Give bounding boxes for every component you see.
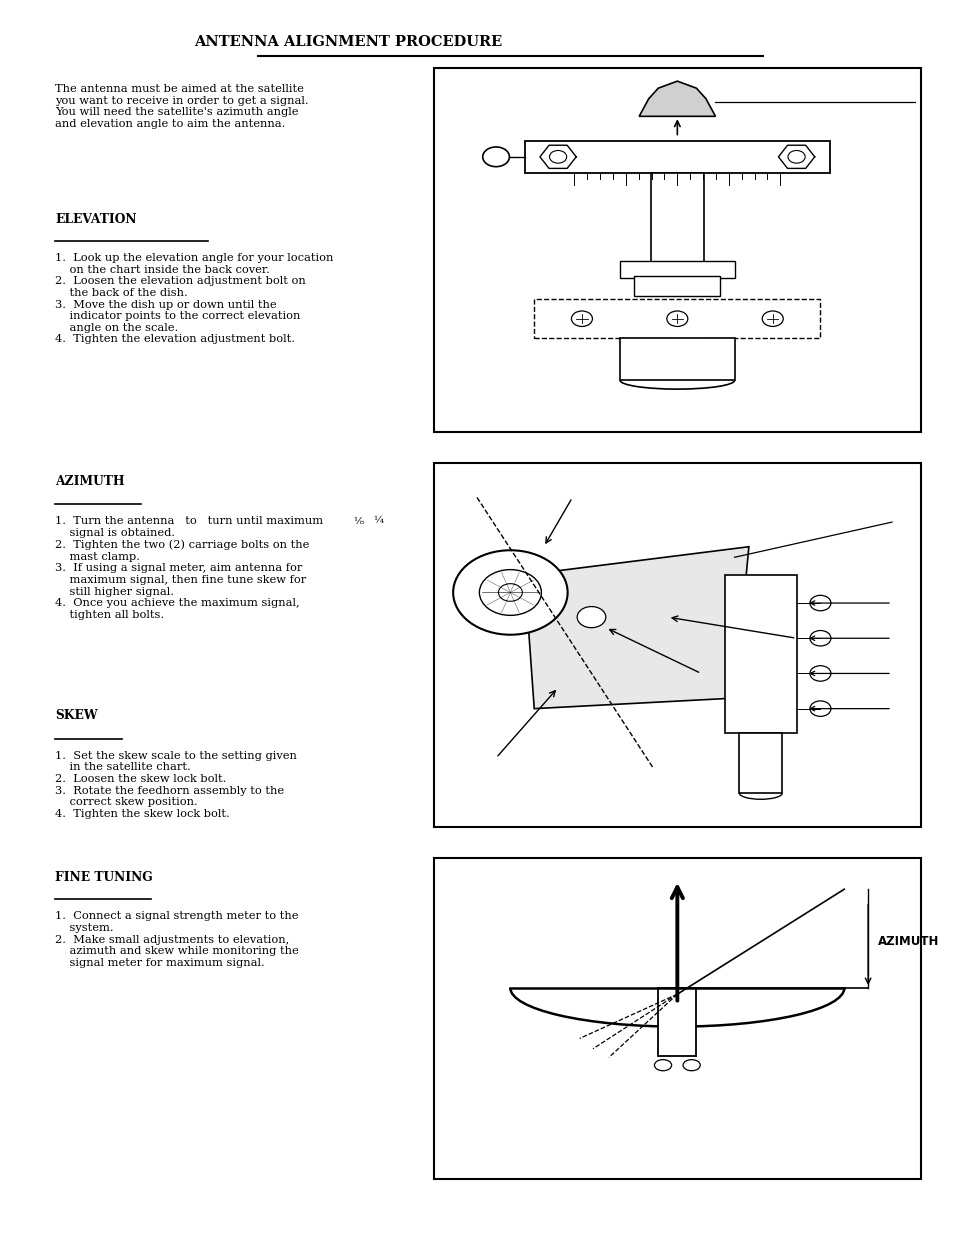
Circle shape [809,666,830,682]
Circle shape [549,151,566,163]
Bar [524,141,829,173]
Polygon shape [639,82,715,116]
Text: ANTENNA ALIGNMENT PROCEDURE: ANTENNA ALIGNMENT PROCEDURE [193,36,502,49]
Bar [619,261,734,278]
Circle shape [809,631,830,646]
Text: ELEVATION: ELEVATION [55,212,136,226]
Text: SKEW: SKEW [55,709,98,722]
Text: ¼: ¼ [373,516,382,526]
Circle shape [666,311,687,326]
Bar [434,858,920,1179]
Circle shape [497,584,522,601]
Circle shape [787,151,804,163]
Text: AZIMUTH: AZIMUTH [55,474,125,488]
Text: The antenna must be aimed at the satellite
you want to receive in order to get a: The antenna must be aimed at the satelli… [55,84,309,128]
Bar [658,988,696,1056]
Bar [650,173,702,268]
Circle shape [809,595,830,611]
Circle shape [571,311,592,326]
Text: ⅛: ⅛ [354,516,363,526]
Circle shape [761,311,782,326]
Circle shape [809,701,830,716]
Bar [724,574,796,734]
Circle shape [682,1060,700,1071]
Text: AZIMUTH: AZIMUTH [877,935,938,948]
Text: 1.  Set the skew scale to the setting given
    in the satellite chart.
2.  Loos: 1. Set the skew scale to the setting giv… [55,751,297,819]
Circle shape [479,569,541,615]
Bar [634,277,720,296]
Text: 1.  Connect a signal strength meter to the
    system.
2.  Make small adjustment: 1. Connect a signal strength meter to th… [55,911,299,968]
Bar [619,338,734,380]
Polygon shape [524,547,748,709]
Bar [434,68,920,432]
Bar [534,299,820,338]
Circle shape [453,551,567,635]
Circle shape [482,147,509,167]
Text: 1.  Look up the elevation angle for your location
    on the chart inside the ba: 1. Look up the elevation angle for your … [55,253,334,345]
Text: FINE TUNING: FINE TUNING [55,871,152,884]
Circle shape [654,1060,671,1071]
Bar [434,463,920,827]
Text: 1.  Turn the antenna   to   turn until maximum
    signal is obtained.
2.  Tight: 1. Turn the antenna to turn until maximu… [55,516,323,620]
Circle shape [577,606,605,627]
Bar [739,734,781,793]
